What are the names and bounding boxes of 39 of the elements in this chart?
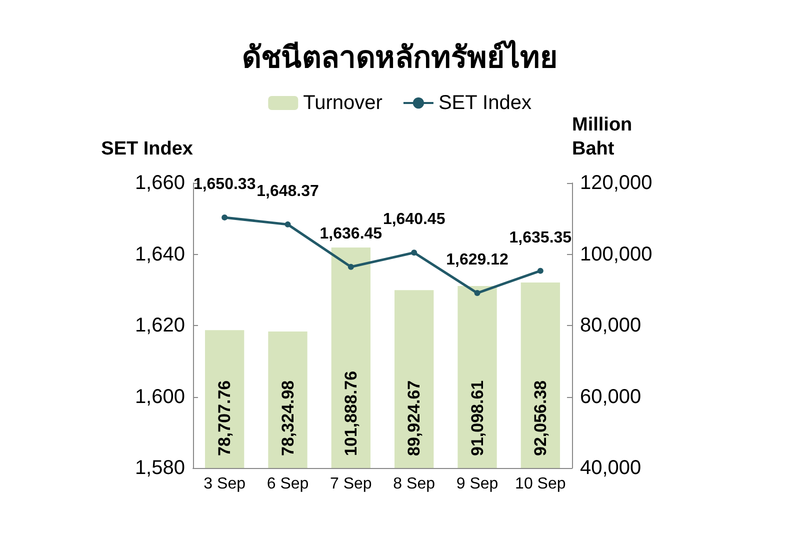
y-tick-label: 1,600 [134, 386, 185, 408]
point [474, 290, 480, 296]
y2-axis-title: Million Baht [572, 114, 632, 160]
chart-title: ดัชนีตลาดหลักทรัพย์ไทย [242, 40, 558, 76]
x-tick-label: 3 Sep [204, 476, 246, 492]
x-tick-label: 7 Sep [330, 476, 372, 492]
y2-tick-label: 60,000 [580, 386, 642, 408]
point [284, 221, 291, 228]
y2-tick-label: 120,000 [580, 172, 652, 194]
x-tick-label: 10 Sep [515, 476, 566, 492]
data-label: 1,636.45 [320, 225, 382, 242]
point [348, 264, 354, 270]
data-label: 78,324.98 [278, 380, 298, 456]
legend-label: SET Index [438, 92, 532, 114]
point [537, 268, 544, 274]
x-tick-label: 6 Sep [266, 476, 309, 492]
point [222, 214, 228, 220]
data-label: 92,056.38 [530, 380, 550, 456]
y2-tick-label: 80,000 [580, 314, 642, 336]
y-tick-label: 1,620 [134, 314, 185, 336]
x-tick-label: 9 Sep [456, 476, 498, 492]
data-label: 91,098.61 [468, 380, 487, 456]
x-tick-label: 8 Sep [393, 476, 436, 492]
legend-label: Turnover [303, 92, 383, 114]
data-label: 101,888.76 [341, 370, 360, 456]
data-label: 1,635.35 [509, 229, 572, 246]
data-label: 1,640.45 [382, 211, 446, 228]
y-tick-label: 1,660 [134, 172, 185, 194]
data-label: 78,707.76 [215, 380, 234, 456]
data-label: 1,648.37 [256, 182, 319, 200]
y2-tick-label: 40,000 [580, 457, 642, 479]
y-tick-label: 1,640 [134, 243, 185, 266]
data-label: 1,629.12 [446, 252, 508, 269]
point [411, 250, 418, 256]
data-label: 89,924.67 [404, 380, 424, 456]
y-tick-label: 1,580 [134, 457, 185, 479]
data-label: 1,650.33 [193, 176, 256, 193]
y-axis-title: SET Index [101, 138, 194, 160]
y2-tick-label: 100,000 [580, 243, 652, 266]
